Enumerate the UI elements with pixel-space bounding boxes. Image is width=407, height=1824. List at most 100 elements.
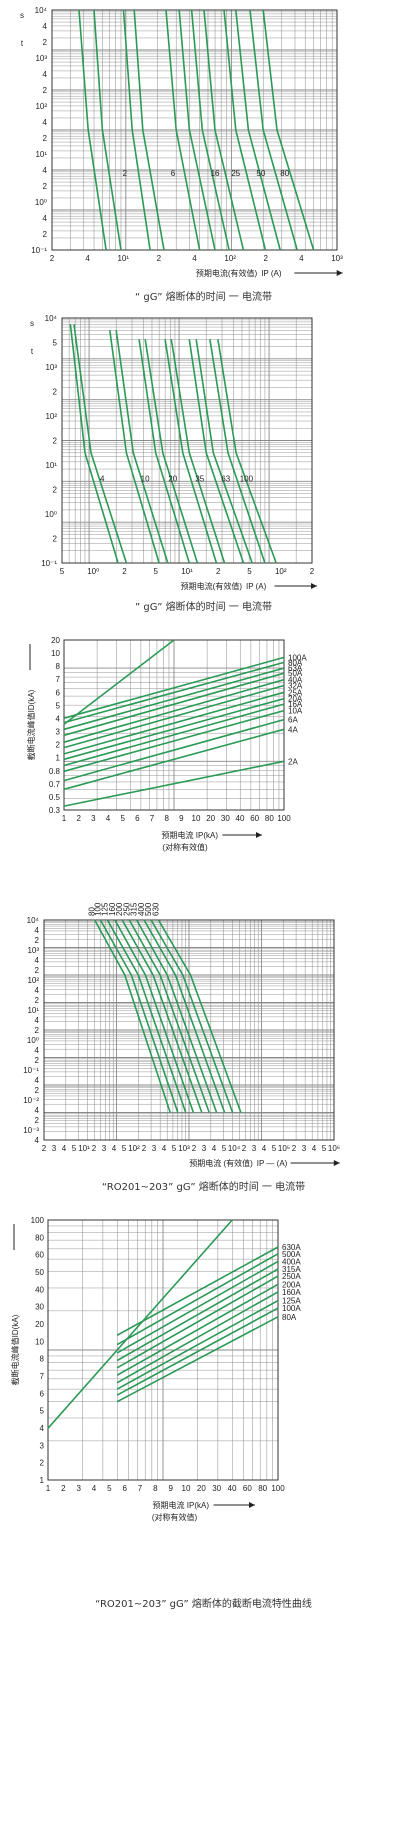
- curve-label: 100: [240, 474, 254, 483]
- x-tick-label: 4: [312, 1144, 317, 1153]
- y-tick-label: 2: [56, 741, 61, 750]
- y-tick-label: 10⁴: [35, 6, 48, 15]
- x-tick-label: 10²: [224, 254, 236, 263]
- x-tick-label: 2: [42, 1144, 47, 1153]
- fuse-curve-63: [188, 339, 245, 564]
- rating-label: 2A: [288, 757, 298, 766]
- x-tick-label: 10¹: [181, 567, 193, 576]
- curve-label: 35: [195, 474, 204, 483]
- cutoff-line-20A: [63, 697, 285, 761]
- cutoff-line-160A: [116, 1291, 279, 1384]
- y-tick-label: 4: [43, 166, 48, 175]
- y-tick-label: 2: [35, 936, 40, 945]
- cutoff-line-80A: [63, 661, 285, 724]
- y-tick-label: 10⁻²: [23, 1096, 39, 1105]
- y-tick-label: 10²: [45, 412, 57, 421]
- y-tick-label: 10²: [27, 976, 39, 985]
- y-unit-label: s: [20, 11, 24, 20]
- x-tick-label: 5: [60, 567, 65, 576]
- top-rating-label: 315: [130, 902, 139, 916]
- x-axis-sublabel: (对称有效值): [152, 1512, 198, 1522]
- y-tick-label: 10⁻³: [23, 1126, 39, 1135]
- x-tick-label: 10³: [178, 1144, 190, 1153]
- y-tick-label: 4: [56, 714, 61, 723]
- rating-label: 16A: [288, 700, 303, 709]
- rating-label: 250A: [282, 1272, 301, 1281]
- curve-label: 50: [256, 169, 265, 178]
- y-tick-label: 1: [40, 1476, 45, 1485]
- y-tick-label: 4: [35, 1016, 40, 1025]
- rating-label: 200A: [282, 1280, 301, 1289]
- plot-frame: [61, 317, 313, 564]
- cutoff-line-16A: [63, 703, 285, 767]
- y-tick-label: 10⁻¹: [31, 246, 47, 255]
- chart-2-caption: ” gG” 熔断体的时间 一 电流带: [135, 602, 272, 613]
- fuse-curve-band-7: [203, 9, 245, 251]
- fuse-curve-35: [164, 339, 218, 564]
- x-tick-label: 10¹: [117, 254, 129, 263]
- x-tick-label: 3: [52, 1144, 57, 1153]
- x-tick-label: 100: [277, 814, 291, 823]
- y-axis-label: t: [21, 39, 24, 48]
- y-tick-label: 0.3: [49, 806, 61, 815]
- rating-label: 125A: [282, 1297, 301, 1306]
- rating-label: 400A: [282, 1257, 301, 1266]
- fuse-curve-80: [93, 919, 171, 1113]
- x-tick-label: 4: [85, 254, 90, 263]
- fuse-curve-band-5: [178, 9, 216, 251]
- x-axis-label: 预期电流 IP(kA): [162, 830, 219, 840]
- y-tick-label: 2: [35, 1026, 40, 1035]
- rating-label: 80A: [282, 1313, 297, 1322]
- chart-panel-4: 2 3 4 5 10¹ 2 3 4 5 10² 2 3 4 5 10³ 2 3 4 5 10⁴ 2 3 4 5 10⁵ 2 3 4 5 1…: [0, 890, 407, 1210]
- fuse-curve-band-3: [133, 9, 165, 251]
- fuse-curve-400: [143, 919, 226, 1113]
- fuse-curve-band-11: [262, 9, 315, 251]
- x-tick-label: 2: [157, 254, 162, 263]
- y-tick-label: 10³: [27, 946, 39, 955]
- envelope-line: [47, 1219, 233, 1429]
- y-tick-label: 2: [43, 182, 48, 191]
- cutoff-line-63A: [63, 667, 285, 731]
- y-tick-label: 4: [35, 956, 40, 965]
- chart-panel-1: 2 6 16 25 50 80 2 4 10¹ 2 4 10² 2 4 10³ 10⁴ 4 2 10³ 4 2 10² 4 2…: [0, 0, 407, 310]
- plot-frame: [51, 9, 338, 251]
- x-tick-label: 3: [252, 1144, 257, 1153]
- time-current-chart-2: 4 10 20 35 63 100 5 10⁰ 2 5 10¹ 2 5 10² 2 10⁴ 5 10³ 2 10² 2 1…: [30, 314, 317, 591]
- y-tick-label: 10¹: [35, 150, 47, 159]
- top-rating-label: 500: [144, 902, 153, 916]
- y-tick-label: 10³: [35, 54, 47, 63]
- rating-label: 315A: [282, 1265, 301, 1274]
- curve-label: 6: [171, 169, 176, 178]
- fuse-curve-16: [165, 9, 201, 251]
- y-tick-label: 2: [53, 486, 58, 495]
- top-rating-label: 400: [137, 902, 146, 916]
- envelope-line: [63, 639, 175, 725]
- cutoff-line-50A: [63, 672, 285, 737]
- top-rating-label: 630: [152, 902, 161, 916]
- cutoff-line-40A: [63, 678, 285, 743]
- y-tick-label: 10²: [35, 102, 47, 111]
- rating-label: 100A: [282, 1304, 301, 1313]
- x-tick-label: 7: [138, 1484, 143, 1493]
- x-axis-label: 预期电流 IP(kA): [153, 1500, 210, 1510]
- top-rating-label: 160: [108, 902, 117, 916]
- x-axis-arrow-head: [256, 832, 262, 838]
- x-tick-label: 10⁶: [328, 1144, 340, 1153]
- x-tick-label: 2: [92, 1144, 97, 1153]
- fuse-curve-100: [99, 919, 179, 1113]
- x-axis-label: 预期电流(有效值): [181, 581, 243, 591]
- x-tick-label: 4: [62, 1144, 67, 1153]
- top-rating-label: 125: [100, 902, 109, 916]
- x-tick-label: 1: [46, 1484, 51, 1493]
- y-tick-label: 5: [56, 701, 61, 710]
- rating-label: 80A: [288, 658, 303, 667]
- fuse-curve-10: [109, 330, 160, 564]
- x-tick-label: 40: [228, 1484, 237, 1493]
- y-tick-label: 0.5: [49, 793, 61, 802]
- x-axis-arrow-head: [311, 583, 317, 589]
- y-tick-label: 50: [35, 1268, 44, 1277]
- x-tick-label: 8: [164, 814, 169, 823]
- cutoff-line-400A: [116, 1260, 279, 1354]
- rating-label: 50A: [288, 669, 303, 678]
